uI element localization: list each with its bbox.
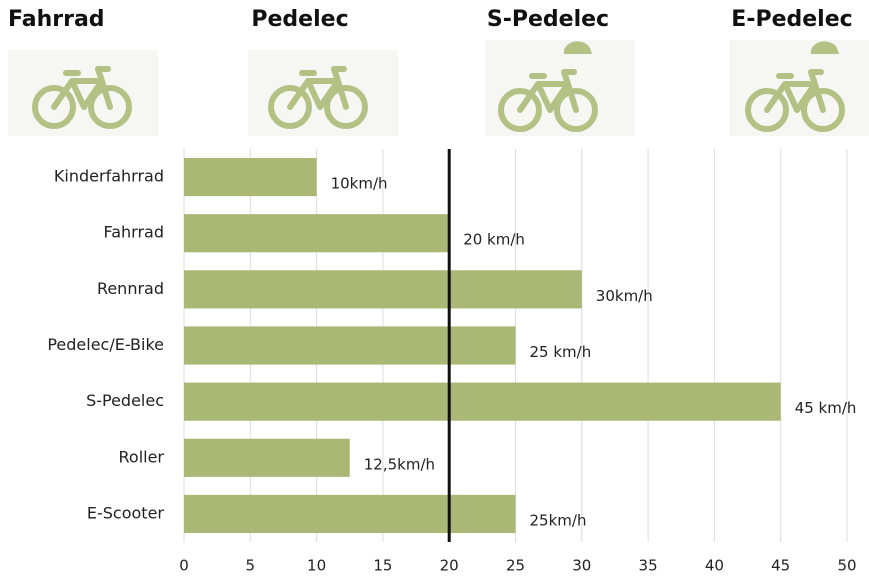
header-label: Fahrrad [8,7,105,32]
header-icons [8,40,869,136]
value-label: 30km/h [596,287,653,305]
category-label: Rennrad [97,279,164,298]
x-tick-label: 10 [307,557,326,575]
bar [184,494,516,534]
bar [184,270,582,309]
value-label: 25km/h [530,511,587,529]
header-label: E-Pedelec [731,7,852,32]
value-label: 20 km/h [463,231,525,249]
category-label: Kinderfahrrad [54,167,164,186]
icon-bg [248,50,398,136]
x-tick-label: 45 [771,557,790,575]
x-tick-label: 35 [639,557,658,575]
category-label: Fahrrad [103,223,164,242]
bar [184,382,781,421]
value-label: 25 km/h [530,343,592,361]
x-tick-label: 25 [506,557,525,575]
x-tick-label: 15 [373,557,392,575]
bar [184,326,516,365]
value-label: 12,5km/h [364,455,435,473]
x-tick-label: 40 [705,557,724,575]
category-label: S-Pedelec [86,391,164,410]
bar [184,438,350,477]
x-tick-label: 50 [837,557,856,575]
value-label: 45 km/h [795,399,857,417]
x-tick-label: 0 [179,557,189,575]
header-label: Pedelec [251,7,348,32]
bar [184,214,450,253]
header-label: S-Pedelec [487,7,609,32]
x-tick-label: 20 [440,557,459,575]
bar [184,157,317,197]
value-label: 10km/h [331,175,388,193]
icon-bg [8,50,158,136]
x-tick-label: 30 [572,557,591,575]
category-label: Pedelec/E-Bike [47,335,164,354]
category-label: E-Scooter [87,503,165,522]
x-tick-label: 5 [246,557,256,575]
category-label: Roller [119,447,165,466]
